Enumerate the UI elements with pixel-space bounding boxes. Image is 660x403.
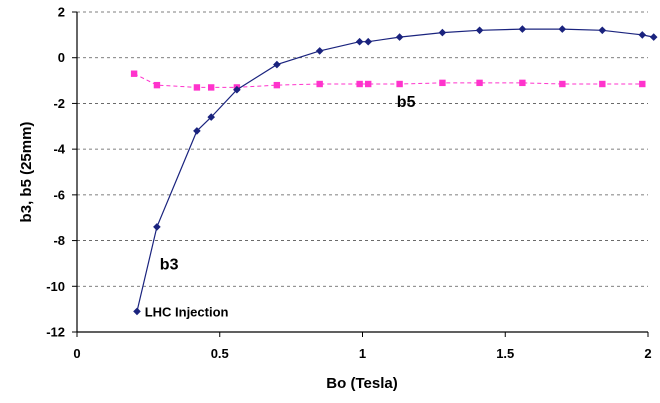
data-point-b3: [193, 127, 201, 135]
data-point-b3: [315, 47, 324, 55]
grid-lines: [77, 11, 648, 287]
data-point-b5: [153, 81, 161, 89]
data-point-b5: [639, 80, 646, 88]
data-point-b5: [130, 70, 138, 77]
data-point-b3: [233, 85, 241, 94]
data-point-b5: [396, 80, 403, 88]
series-b3: [133, 25, 658, 316]
annotation-b3: b3: [160, 256, 179, 273]
data-point-b3: [598, 26, 607, 35]
y-tick-label: 0: [58, 50, 65, 65]
x-axis-title: Bo (Tesla): [326, 375, 397, 392]
data-point-b3: [273, 60, 281, 69]
data-point-b5: [519, 79, 526, 87]
data-point-b5: [356, 80, 363, 88]
data-point-b3: [475, 26, 484, 35]
y-tick-label: -4: [53, 142, 65, 157]
plot-frame: [76, 12, 648, 333]
y-ticks: 2 0 -2 -4 -6 -8 -10 -12: [46, 5, 77, 340]
data-point-b5: [273, 81, 281, 89]
series-line-b3: [136, 28, 654, 312]
y-axis-title: b3, b5 (25mm): [18, 122, 35, 223]
data-point-b5: [316, 80, 323, 88]
y-tick-label: -10: [46, 279, 65, 294]
data-point-b3: [395, 33, 404, 41]
data-point-b3: [133, 307, 141, 316]
y-tick-label: -2: [53, 96, 65, 111]
data-point-b3: [518, 25, 527, 33]
data-point-b5: [439, 79, 446, 87]
series-line-b5: [133, 73, 643, 88]
x-ticks: 0 0.5 1 1.5 2: [73, 332, 652, 361]
y-tick-label: -6: [53, 187, 65, 202]
x-tick-label: 0: [73, 346, 80, 361]
series-b5: [130, 70, 646, 91]
data-point-b3: [638, 31, 647, 39]
data-point-b3: [438, 28, 447, 37]
data-point-b3: [207, 113, 215, 121]
data-point-b5: [599, 80, 606, 88]
annotation-lhc-injection: LHC Injection: [145, 304, 229, 319]
data-point-b5: [559, 80, 566, 88]
y-tick-label: -8: [53, 233, 65, 248]
y-tick-label: 2: [58, 5, 65, 20]
x-tick-label: 0.5: [211, 346, 229, 361]
data-point-b3: [649, 33, 658, 41]
data-point-b3: [558, 25, 567, 33]
x-tick-label: 2: [644, 346, 651, 361]
data-point-b5: [207, 84, 215, 91]
data-point-b3: [364, 37, 372, 46]
data-point-b3: [355, 37, 364, 46]
data-point-b5: [476, 79, 483, 87]
x-tick-label: 1.5: [496, 346, 514, 361]
data-point-b3: [153, 223, 161, 231]
y-tick-label: -12: [46, 325, 65, 340]
data-point-b5: [365, 80, 372, 88]
data-point-b5: [193, 84, 201, 91]
x-tick-label: 1: [359, 346, 366, 361]
annotation-b5: b5: [397, 94, 416, 111]
